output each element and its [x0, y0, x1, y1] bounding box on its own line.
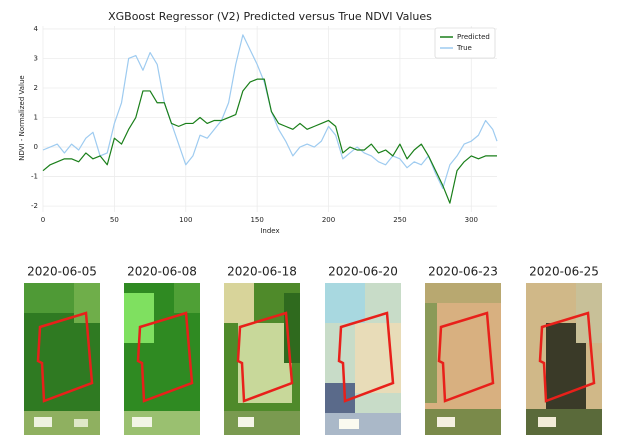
image-tile: [325, 283, 401, 435]
chart: XGBoost Regressor (V2) Predicted versus …: [18, 10, 498, 235]
y-tick-label: 2: [34, 84, 38, 92]
image-tile: [425, 283, 501, 435]
image-date: 2020-06-20: [328, 265, 398, 279]
legend-box: [434, 27, 496, 59]
line-series: [42, 78, 497, 204]
line-series: [42, 34, 498, 189]
y-tick-label: -1: [31, 173, 38, 181]
image-tile: [124, 283, 200, 435]
legend-label: True: [456, 44, 472, 52]
image-tile: [224, 283, 300, 435]
x-tick-label: 200: [322, 216, 335, 224]
y-tick-label: 0: [34, 143, 38, 151]
legend-label: Predicted: [457, 33, 490, 41]
y-tick-label: 1: [34, 114, 38, 122]
chart-title: XGBoost Regressor (V2) Predicted versus …: [108, 10, 432, 23]
image-date: 2020-06-23: [428, 265, 498, 279]
y-tick-label: 4: [34, 25, 39, 33]
x-tick-label: 0: [41, 216, 45, 224]
image-date: 2020-06-05: [27, 265, 97, 279]
y-tick-label: -2: [31, 202, 38, 210]
y-axis-label: NDVI - Normalized Value: [18, 75, 26, 160]
x-tick-label: 250: [393, 216, 406, 224]
y-tick-label: 3: [34, 54, 38, 62]
x-tick-label: 150: [250, 216, 263, 224]
image-tile: [526, 283, 602, 435]
x-tick-label: 300: [465, 216, 478, 224]
x-tick-label: 50: [110, 216, 119, 224]
image-date: 2020-06-08: [127, 265, 197, 279]
image-tile: [24, 283, 100, 435]
image-row: 2020-06-05 2020-06-08 2020-06-18 2020-06-20…: [24, 265, 602, 435]
x-tick-label: 100: [179, 216, 192, 224]
image-date: 2020-06-18: [227, 265, 297, 279]
x-axis-label: Index: [260, 227, 279, 235]
image-date: 2020-06-25: [529, 265, 599, 279]
